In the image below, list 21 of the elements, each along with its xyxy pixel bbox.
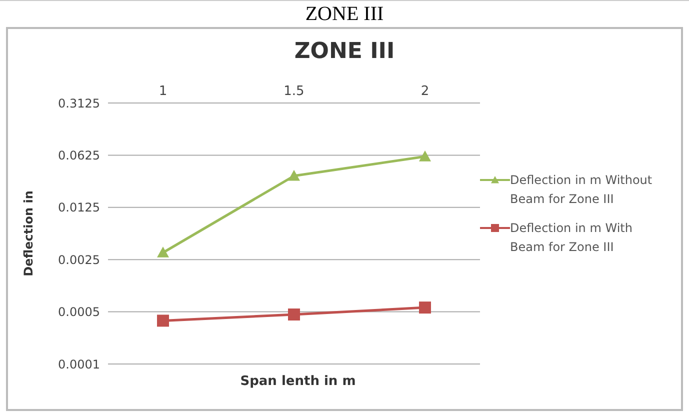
chart-subtitle: ZONE III	[293, 39, 396, 66]
legend-label: Deflection in m Without Beam for Zone III	[510, 172, 654, 208]
y-tick-label: 0.0625	[58, 148, 100, 162]
point	[288, 170, 300, 181]
y-tick-label: 0.0005	[58, 305, 100, 320]
y-tick-label: 0.0025	[58, 252, 100, 267]
x-axis-title: Span lenth in m	[239, 374, 357, 389]
y-tick-label: 0.0125	[58, 200, 100, 215]
x-tick-label: 1	[158, 84, 168, 99]
point	[419, 150, 431, 162]
y-tick-label: 0.3125	[58, 96, 100, 110]
x-tick-label: 1.5	[284, 84, 304, 99]
point	[157, 314, 169, 327]
y-axis-title: Deflection in	[21, 190, 36, 276]
x-tick-label: 2	[420, 84, 430, 99]
point	[157, 246, 169, 258]
point	[419, 302, 431, 314]
y-tick-label: 0.0001	[58, 357, 100, 372]
point	[288, 308, 300, 321]
legend-label: Deflection in m With Beam for Zone III	[510, 220, 634, 256]
chart-title: ZONE III	[0, 0, 689, 27]
